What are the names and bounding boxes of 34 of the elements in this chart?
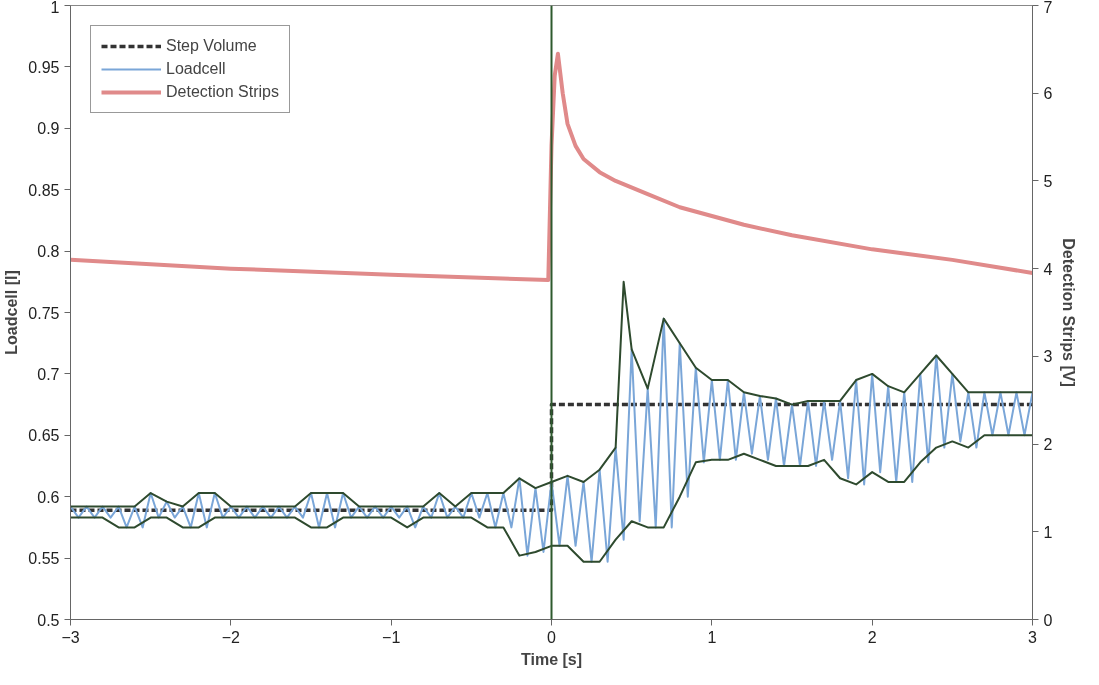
x-tick-label: −1: [382, 628, 401, 646]
line-series: [70, 434, 1033, 563]
y-tick-label: 0.55: [28, 550, 60, 568]
y-axis-title: Loadcell [l]: [3, 270, 21, 355]
y-tick-label: 0.6: [37, 488, 60, 506]
y2-tick-label: 5: [1043, 172, 1053, 190]
y-tick-label: 0.7: [37, 365, 60, 383]
x-tick-label: −3: [61, 628, 80, 646]
y2-axis-title: Detection Strips [V]: [1060, 238, 1078, 387]
x-tick-label: 3: [1028, 628, 1038, 646]
y-tick-label: 0.95: [28, 58, 60, 76]
legend-label: Detection Strips: [166, 83, 279, 101]
y2-tick-label: 4: [1043, 260, 1053, 278]
legend-label: Step Volume: [166, 37, 257, 55]
y2-tick-label: 2: [1043, 436, 1053, 454]
y-tick-label: 1: [50, 0, 60, 16]
x-tick-label: 0: [547, 628, 557, 646]
x-axis-title: Time [s]: [520, 650, 583, 668]
y-tick-label: 0.5: [37, 611, 60, 629]
y-tick-label: 0.8: [37, 243, 60, 261]
y2-tick-label: 0: [1043, 611, 1053, 629]
y2-tick-label: 3: [1043, 348, 1053, 366]
y2-tick-label: 6: [1043, 85, 1053, 103]
y-tick-label: 0.9: [37, 120, 60, 138]
y2-tick-label: 7: [1043, 0, 1053, 16]
line-series: [70, 280, 1033, 508]
y-tick-label: 0.75: [28, 304, 60, 322]
y-tick-label: 0.65: [28, 427, 60, 445]
x-tick-label: −2: [221, 628, 241, 646]
y-tick-label: 0.85: [28, 181, 60, 199]
y2-tick-label: 1: [1043, 523, 1053, 541]
x-tick-label: 2: [867, 628, 877, 646]
x-tick-label: 1: [707, 628, 717, 646]
legend-label: Loadcell: [166, 60, 226, 78]
